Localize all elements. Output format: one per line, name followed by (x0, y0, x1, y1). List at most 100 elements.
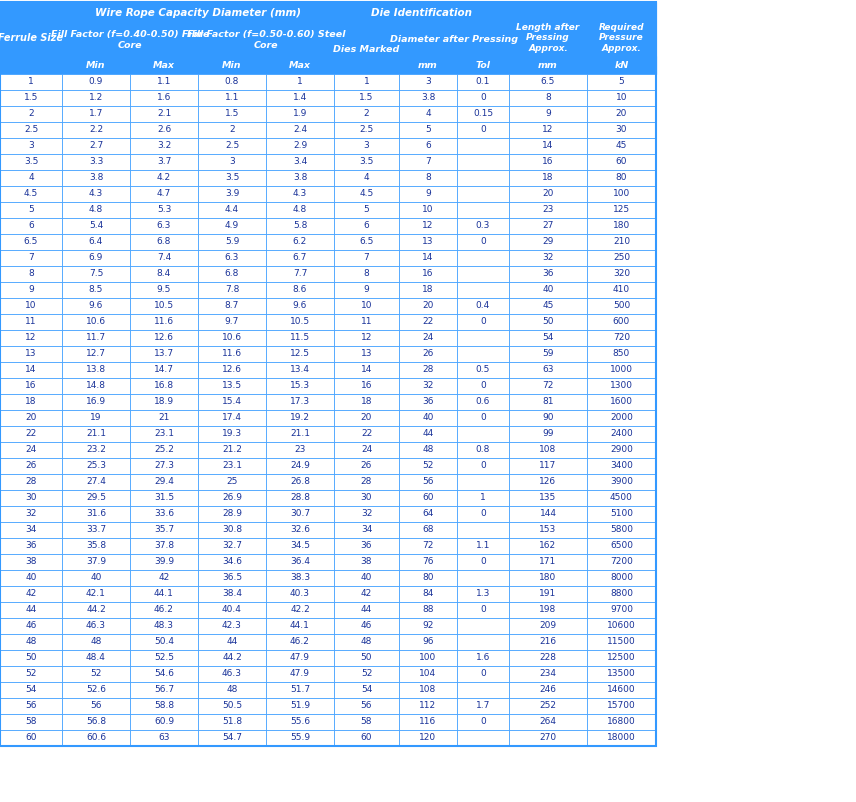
Bar (399, 138, 457, 154)
Text: 1.5: 1.5 (24, 94, 39, 103)
Text: 600: 600 (613, 318, 630, 326)
Bar (130, 362, 198, 378)
Bar (399, 56, 457, 74)
Text: 4.4: 4.4 (225, 205, 239, 214)
Bar (509, 730, 587, 746)
Bar (509, 90, 587, 106)
Text: 12: 12 (361, 334, 372, 342)
Text: 50.5: 50.5 (222, 702, 242, 711)
Text: Die Identification: Die Identification (371, 8, 472, 18)
Text: 64: 64 (422, 509, 434, 519)
Bar (266, 714, 334, 730)
Bar (457, 586, 509, 602)
Bar (130, 106, 198, 122)
Text: 28: 28 (422, 366, 434, 375)
Bar (62, 202, 130, 218)
Text: 3.8: 3.8 (421, 94, 435, 103)
Text: 51.7: 51.7 (290, 686, 310, 695)
Text: 68: 68 (422, 525, 434, 534)
Text: 60: 60 (615, 157, 627, 167)
Text: 40: 40 (26, 573, 37, 582)
Bar (266, 362, 334, 378)
Bar (198, 666, 266, 682)
Bar (198, 570, 266, 586)
Text: 14.8: 14.8 (86, 382, 106, 391)
Bar (399, 394, 457, 410)
Bar (587, 666, 656, 682)
Text: 50: 50 (25, 654, 37, 662)
Text: 0: 0 (480, 318, 486, 326)
Text: 48.4: 48.4 (86, 654, 106, 662)
Text: 52: 52 (422, 461, 434, 471)
Text: 1.4: 1.4 (293, 94, 307, 103)
Bar (0, 474, 62, 490)
Text: 3.5: 3.5 (225, 173, 239, 183)
Bar (509, 426, 587, 442)
Text: 3: 3 (229, 157, 235, 167)
Text: 9700: 9700 (610, 606, 633, 614)
Text: 13.8: 13.8 (86, 366, 106, 375)
Bar (587, 538, 656, 554)
Text: 10.5: 10.5 (290, 318, 310, 326)
Text: 58: 58 (25, 718, 37, 727)
Text: 6.8: 6.8 (225, 269, 239, 278)
Text: 30.8: 30.8 (222, 525, 242, 534)
Bar (334, 586, 399, 602)
Text: 6.9: 6.9 (89, 253, 104, 262)
Text: 30: 30 (615, 125, 627, 135)
Text: 37.8: 37.8 (154, 541, 174, 550)
Text: 2.6: 2.6 (157, 125, 171, 135)
Text: 6.2: 6.2 (293, 237, 307, 246)
Text: 48: 48 (422, 445, 434, 455)
Bar (509, 122, 587, 138)
Bar (62, 602, 130, 618)
Text: 26.8: 26.8 (290, 477, 310, 487)
Bar (457, 298, 509, 314)
Text: 9.6: 9.6 (89, 302, 104, 310)
Text: 16: 16 (360, 382, 372, 391)
Bar (62, 282, 130, 298)
Text: 8: 8 (545, 94, 551, 103)
Bar (457, 330, 509, 346)
Text: 19.2: 19.2 (290, 414, 310, 423)
Text: 32.7: 32.7 (222, 541, 242, 550)
Bar (457, 170, 509, 186)
Bar (457, 56, 509, 74)
Text: 14: 14 (361, 366, 372, 375)
Text: 11.6: 11.6 (222, 350, 242, 358)
Text: 23.1: 23.1 (154, 430, 174, 439)
Bar (62, 730, 130, 746)
Text: 0: 0 (480, 606, 486, 614)
Bar (509, 506, 587, 522)
Text: 5100: 5100 (610, 509, 633, 519)
Bar (334, 618, 399, 634)
Bar (0, 602, 62, 618)
Text: 60: 60 (422, 493, 434, 503)
Text: 11500: 11500 (607, 638, 636, 646)
Bar (62, 362, 130, 378)
Text: 7.8: 7.8 (225, 286, 239, 294)
Text: 12: 12 (543, 125, 554, 135)
Bar (587, 426, 656, 442)
Bar (0, 442, 62, 458)
Bar (587, 330, 656, 346)
Text: 10: 10 (360, 302, 372, 310)
Text: 12: 12 (422, 221, 434, 230)
Text: 26: 26 (26, 461, 37, 471)
Bar (509, 522, 587, 538)
Text: 410: 410 (613, 286, 630, 294)
Text: 42.2: 42.2 (290, 606, 310, 614)
Text: 34.6: 34.6 (222, 557, 242, 566)
Bar (198, 266, 266, 282)
Text: 23.1: 23.1 (222, 461, 242, 471)
Bar (130, 650, 198, 666)
Text: 16: 16 (422, 269, 434, 278)
Bar (0, 346, 62, 362)
Text: 47.9: 47.9 (290, 670, 310, 678)
Text: 18: 18 (422, 286, 434, 294)
Text: Min: Min (86, 60, 106, 70)
Bar (509, 234, 587, 250)
Text: 234: 234 (539, 670, 556, 678)
Bar (457, 506, 509, 522)
Text: 28.8: 28.8 (290, 493, 310, 503)
